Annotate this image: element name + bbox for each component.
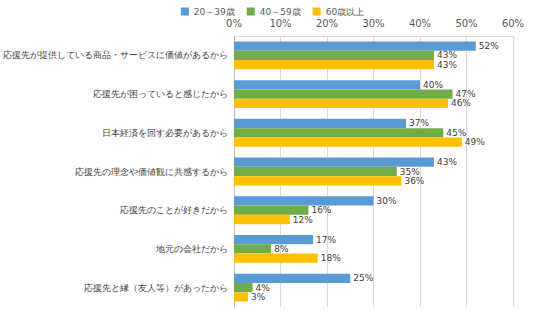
svg-text:4%: 4% (255, 282, 270, 293)
svg-text:25%: 25% (353, 273, 373, 283)
svg-text:46%: 46% (451, 98, 471, 108)
svg-text:応援先と縁（友人等）があったから: 応援先と縁（友人等）があったから (84, 283, 228, 293)
svg-text:40%: 40% (423, 80, 443, 90)
svg-text:43%: 43% (437, 50, 457, 61)
svg-text:地元の会社だから: 地元の会社だから (155, 244, 228, 254)
svg-text:応援先が困っていると感じたから: 応援先が困っていると感じたから (93, 89, 228, 99)
svg-text:20%: 20% (316, 18, 338, 29)
svg-text:12%: 12% (293, 215, 313, 225)
svg-text:49%: 49% (465, 137, 485, 147)
svg-text:43%: 43% (437, 60, 457, 70)
svg-text:45%: 45% (446, 128, 466, 138)
svg-text:16%: 16% (311, 205, 331, 215)
svg-text:応援先の理念や価値観に共感するから: 応援先の理念や価値観に共感するから (75, 167, 228, 177)
svg-text:60%: 60% (502, 18, 524, 29)
svg-text:40～59歳: 40～59歳 (260, 7, 301, 17)
svg-text:10%: 10% (269, 18, 291, 29)
svg-text:30%: 30% (377, 196, 397, 206)
svg-text:37%: 37% (409, 118, 429, 128)
svg-text:43%: 43% (437, 157, 457, 167)
svg-text:47%: 47% (455, 89, 476, 100)
svg-text:50%: 50% (455, 18, 477, 29)
svg-text:応援先のことが好きだから: 応援先のことが好きだから (120, 205, 228, 215)
svg-text:8%: 8% (274, 244, 289, 254)
svg-text:日本経済を回す必要があるから: 日本経済を回す必要があるから (102, 128, 228, 138)
svg-text:30%: 30% (362, 18, 384, 29)
svg-text:52%: 52% (479, 41, 499, 51)
svg-text:3%: 3% (251, 292, 266, 302)
svg-text:17%: 17% (316, 235, 336, 245)
svg-text:0%: 0% (226, 18, 242, 29)
svg-text:18%: 18% (321, 253, 341, 263)
svg-text:応援先が提供している商品・サービスに価値があるから: 応援先が提供している商品・サービスに価値があるから (3, 50, 228, 60)
svg-text:40%: 40% (409, 18, 431, 29)
svg-text:36%: 36% (404, 176, 424, 186)
svg-text:20～39歳: 20～39歳 (194, 7, 235, 17)
svg-text:60歳以上: 60歳以上 (326, 7, 364, 17)
svg-text:35%: 35% (399, 166, 420, 177)
